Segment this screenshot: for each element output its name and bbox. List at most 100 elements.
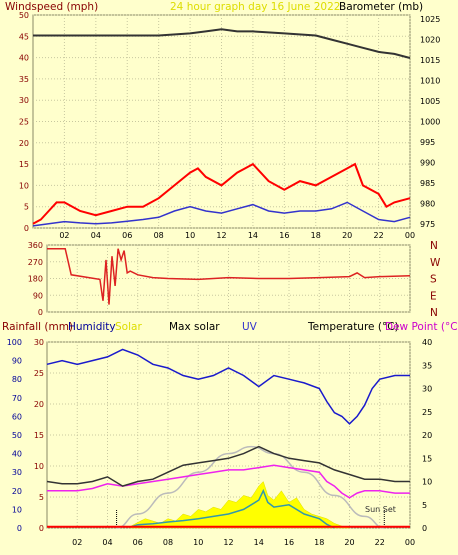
y-tick-label: 270 (28, 258, 43, 267)
x-tick-label: 10 (185, 231, 195, 240)
barometer-title: Barometer (mb) (339, 1, 423, 13)
rain-tick-label: 5 (39, 493, 44, 502)
temperature-tick-label: 10 (422, 478, 432, 487)
barometer-line (33, 28, 411, 59)
temperature-tick-label: 0 (422, 524, 427, 533)
legend-solar: Solar (115, 321, 142, 333)
y-tick-label: 975 (420, 220, 435, 229)
rain-tick-label: 30 (34, 338, 44, 347)
y-tick-label: 40 (19, 54, 29, 63)
x-tick-label: 22 (375, 538, 385, 547)
humidity-tick-label: 10 (12, 505, 22, 514)
y-tick-label: 10 (19, 181, 29, 190)
humidity-tick-label: 100 (7, 338, 22, 347)
y-tick-label: 980 (420, 199, 435, 208)
temperature-tick-label: 40 (422, 338, 432, 347)
humidity-tick-label: 70 (12, 394, 22, 403)
x-tick-label: 08 (154, 231, 164, 240)
x-tick-label: 16 (284, 538, 294, 547)
windspeed-title: Windspeed (mph) (5, 1, 98, 13)
y-tick-label: 15 (19, 160, 29, 169)
y-tick-label: 1010 (420, 77, 440, 86)
x-tick-label: 06 (133, 538, 143, 547)
sun-set-label: Sun Set (365, 505, 396, 514)
direction-label: N (430, 307, 438, 319)
wind-barometer-panel: 0510152025303540455097598098599099510001… (19, 11, 441, 240)
x-tick-label: 12 (223, 538, 233, 547)
x-tick-label: 20 (344, 538, 354, 547)
wind-average-line (32, 201, 411, 227)
chart-labels: Windspeed (mph) 24 hour graph day 16 Jun… (2, 1, 458, 514)
y-tick-label: 0 (24, 224, 29, 233)
y-tick-label: 985 (420, 179, 435, 188)
wind-direction-line (47, 247, 411, 305)
direction-label: E (430, 290, 437, 302)
temperature-tick-label: 30 (422, 385, 432, 394)
humidity-tick-label: 60 (12, 412, 22, 421)
y-tick-label: 1005 (420, 97, 440, 106)
y-tick-label: 995 (420, 138, 435, 147)
y-tick-label: 30 (19, 96, 29, 105)
temperature-tick-label: 5 (422, 501, 427, 510)
humidity-tick-label: 80 (12, 375, 22, 384)
x-tick-label: 18 (314, 538, 324, 547)
y-tick-label: 180 (28, 275, 43, 284)
y-tick-label: 1000 (420, 118, 440, 127)
temperature-tick-label: 25 (422, 408, 432, 417)
y-tick-label: 360 (28, 241, 43, 250)
humidity-tick-label: 0 (17, 524, 22, 533)
legend-rainfall: Rainfall (mm) (2, 321, 73, 333)
y-tick-label: 90 (33, 291, 43, 300)
x-tick-label: 02 (72, 538, 82, 547)
y-tick-label: 50 (19, 11, 29, 20)
solar-area (129, 481, 350, 529)
humidity-tick-label: 50 (12, 431, 22, 440)
legend-temperature: Temperature (°C) (307, 321, 399, 333)
x-tick-label: 04 (102, 538, 112, 547)
uv-line (129, 488, 335, 529)
y-tick-label: 35 (19, 75, 29, 84)
x-tick-label: 02 (59, 231, 69, 240)
temperature-tick-label: 20 (422, 431, 432, 440)
temperature-tick-label: 15 (422, 454, 432, 463)
x-tick-label: 22 (373, 231, 383, 240)
direction-label: N (430, 240, 438, 252)
legend-humidity: Humidity (68, 321, 116, 333)
x-tick-label: 16 (279, 231, 289, 240)
humidity-line (46, 348, 410, 425)
y-tick-label: 1025 (420, 15, 440, 24)
y-tick-label: 45 (19, 32, 29, 41)
rain-tick-label: 15 (34, 431, 44, 440)
y-tick-label: 25 (19, 118, 29, 127)
x-tick-label: 08 (163, 538, 173, 547)
y-tick-label: 0 (38, 308, 43, 317)
rain-tick-label: 10 (34, 462, 44, 471)
legend-uv: UV (242, 321, 258, 333)
wind-direction-panel: 360 N 270 W 180 S 90 E 0 N (28, 240, 441, 319)
humidity-tick-label: 40 (12, 450, 22, 459)
y-tick-label: 1015 (420, 56, 440, 65)
x-tick-label: 06 (122, 231, 132, 240)
x-tick-label: 14 (254, 538, 264, 547)
direction-label: S (430, 274, 437, 286)
humidity-tick-label: 30 (12, 468, 22, 477)
wind-speed-line (32, 162, 411, 225)
x-tick-label: 20 (342, 231, 352, 240)
temperature-line (46, 445, 410, 487)
x-tick-label: 04 (91, 231, 101, 240)
y-tick-label: 990 (420, 158, 435, 167)
x-tick-label: 00 (405, 538, 415, 547)
x-tick-label: 14 (248, 231, 258, 240)
humidity-tick-label: 20 (12, 487, 22, 496)
rain-tick-label: 0 (39, 524, 44, 533)
rain-tick-label: 25 (34, 369, 44, 378)
x-tick-label: 12 (216, 231, 226, 240)
dew-point-line (47, 464, 410, 499)
legend-max-solar: Max solar (169, 321, 220, 333)
graph-subtitle: 24 hour graph day 16 June 2022 (170, 1, 340, 13)
humidity-tick-label: 90 (12, 357, 22, 366)
y-tick-label: 1020 (420, 36, 440, 45)
rain-humidity-solar-panel: 0 5 10 15 20 25 30 0 10 20 30 40 50 60 70 80 90 100 0 5 10 15… (7, 338, 432, 547)
x-tick-label: 00 (405, 231, 415, 240)
